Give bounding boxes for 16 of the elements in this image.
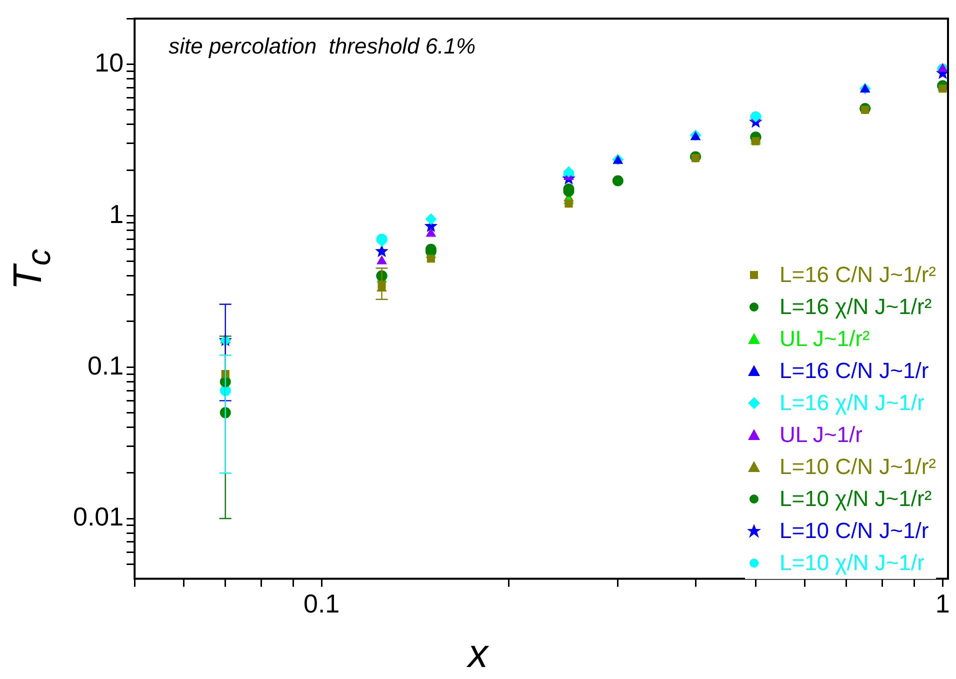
legend-label: L=16 χ/N J~1/r²	[779, 293, 932, 321]
y-tick-label: 0.1	[87, 350, 124, 380]
x-axis-title: x	[466, 632, 490, 677]
y-tick-label: 0.01	[72, 502, 124, 532]
legend-label: L=16 C/N J~1/r²	[779, 261, 936, 289]
legend-label: L=10 C/N J~1/r²	[779, 453, 936, 481]
y-tick-label: 1	[109, 198, 124, 229]
legend-label: L=10 C/N J~1/r	[779, 517, 929, 545]
legend-label: L=10 χ/N J~1/r²	[779, 485, 932, 513]
legend-label: L=16 C/N J~1/r	[779, 357, 929, 385]
legend-label: UL J~1/r	[779, 421, 862, 449]
y-tick-label: 10	[94, 47, 124, 78]
legend-label: L=10 χ/N J~1/r	[779, 549, 924, 577]
legend-label: L=16 χ/N J~1/r	[779, 389, 924, 417]
annotation: site percolation threshold 6.1%	[168, 34, 476, 59]
legend-label: UL J~1/r²	[779, 325, 870, 353]
